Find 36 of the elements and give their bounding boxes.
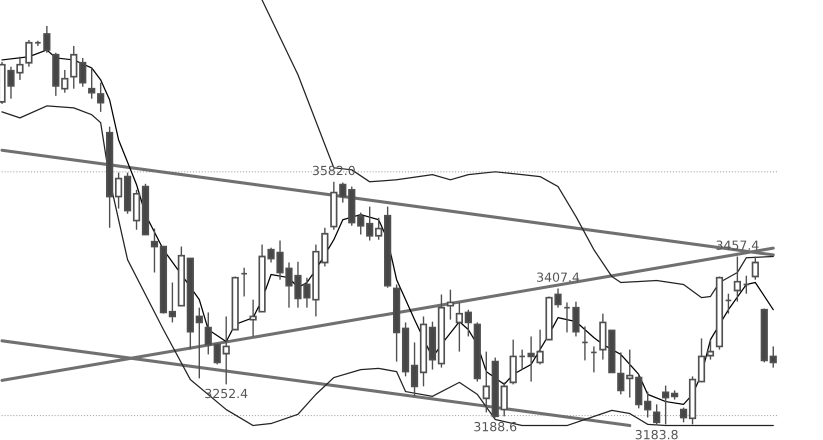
annotation: 3407.4 (537, 272, 580, 282)
candlestick (653, 404, 660, 426)
candlestick (303, 277, 311, 308)
candlestick (276, 240, 284, 280)
candlestick (590, 346, 598, 374)
candlestick (43, 25, 50, 54)
candlestick (554, 288, 562, 308)
candlestick (742, 275, 750, 294)
candlestick (168, 282, 176, 324)
candlestick (581, 326, 589, 362)
candlestick (563, 302, 571, 334)
candlestick (267, 247, 275, 264)
candlestick (114, 172, 122, 210)
candlestick (294, 261, 302, 308)
candlestick (724, 292, 732, 314)
candlestick (706, 338, 714, 360)
candlestick (250, 298, 257, 338)
annotation: 3188.6 (474, 422, 516, 432)
candlestick (446, 288, 454, 320)
candlestick (285, 262, 293, 308)
candlestick (25, 39, 33, 68)
candlestick (16, 56, 24, 81)
candlestick (518, 348, 526, 370)
candlestick (680, 406, 688, 424)
candlestick (240, 267, 248, 298)
annotation: 3183.8 (636, 430, 678, 440)
annotation: 3582.0 (312, 166, 355, 176)
candlestick (528, 336, 535, 382)
candlestick (150, 228, 158, 274)
annotation: 3457.4 (716, 240, 759, 250)
candlestick (734, 256, 741, 302)
candlestick (536, 328, 544, 366)
candlestick (7, 66, 15, 100)
candlestick (572, 300, 580, 338)
candlestick (410, 342, 418, 398)
candlestick (752, 256, 759, 280)
